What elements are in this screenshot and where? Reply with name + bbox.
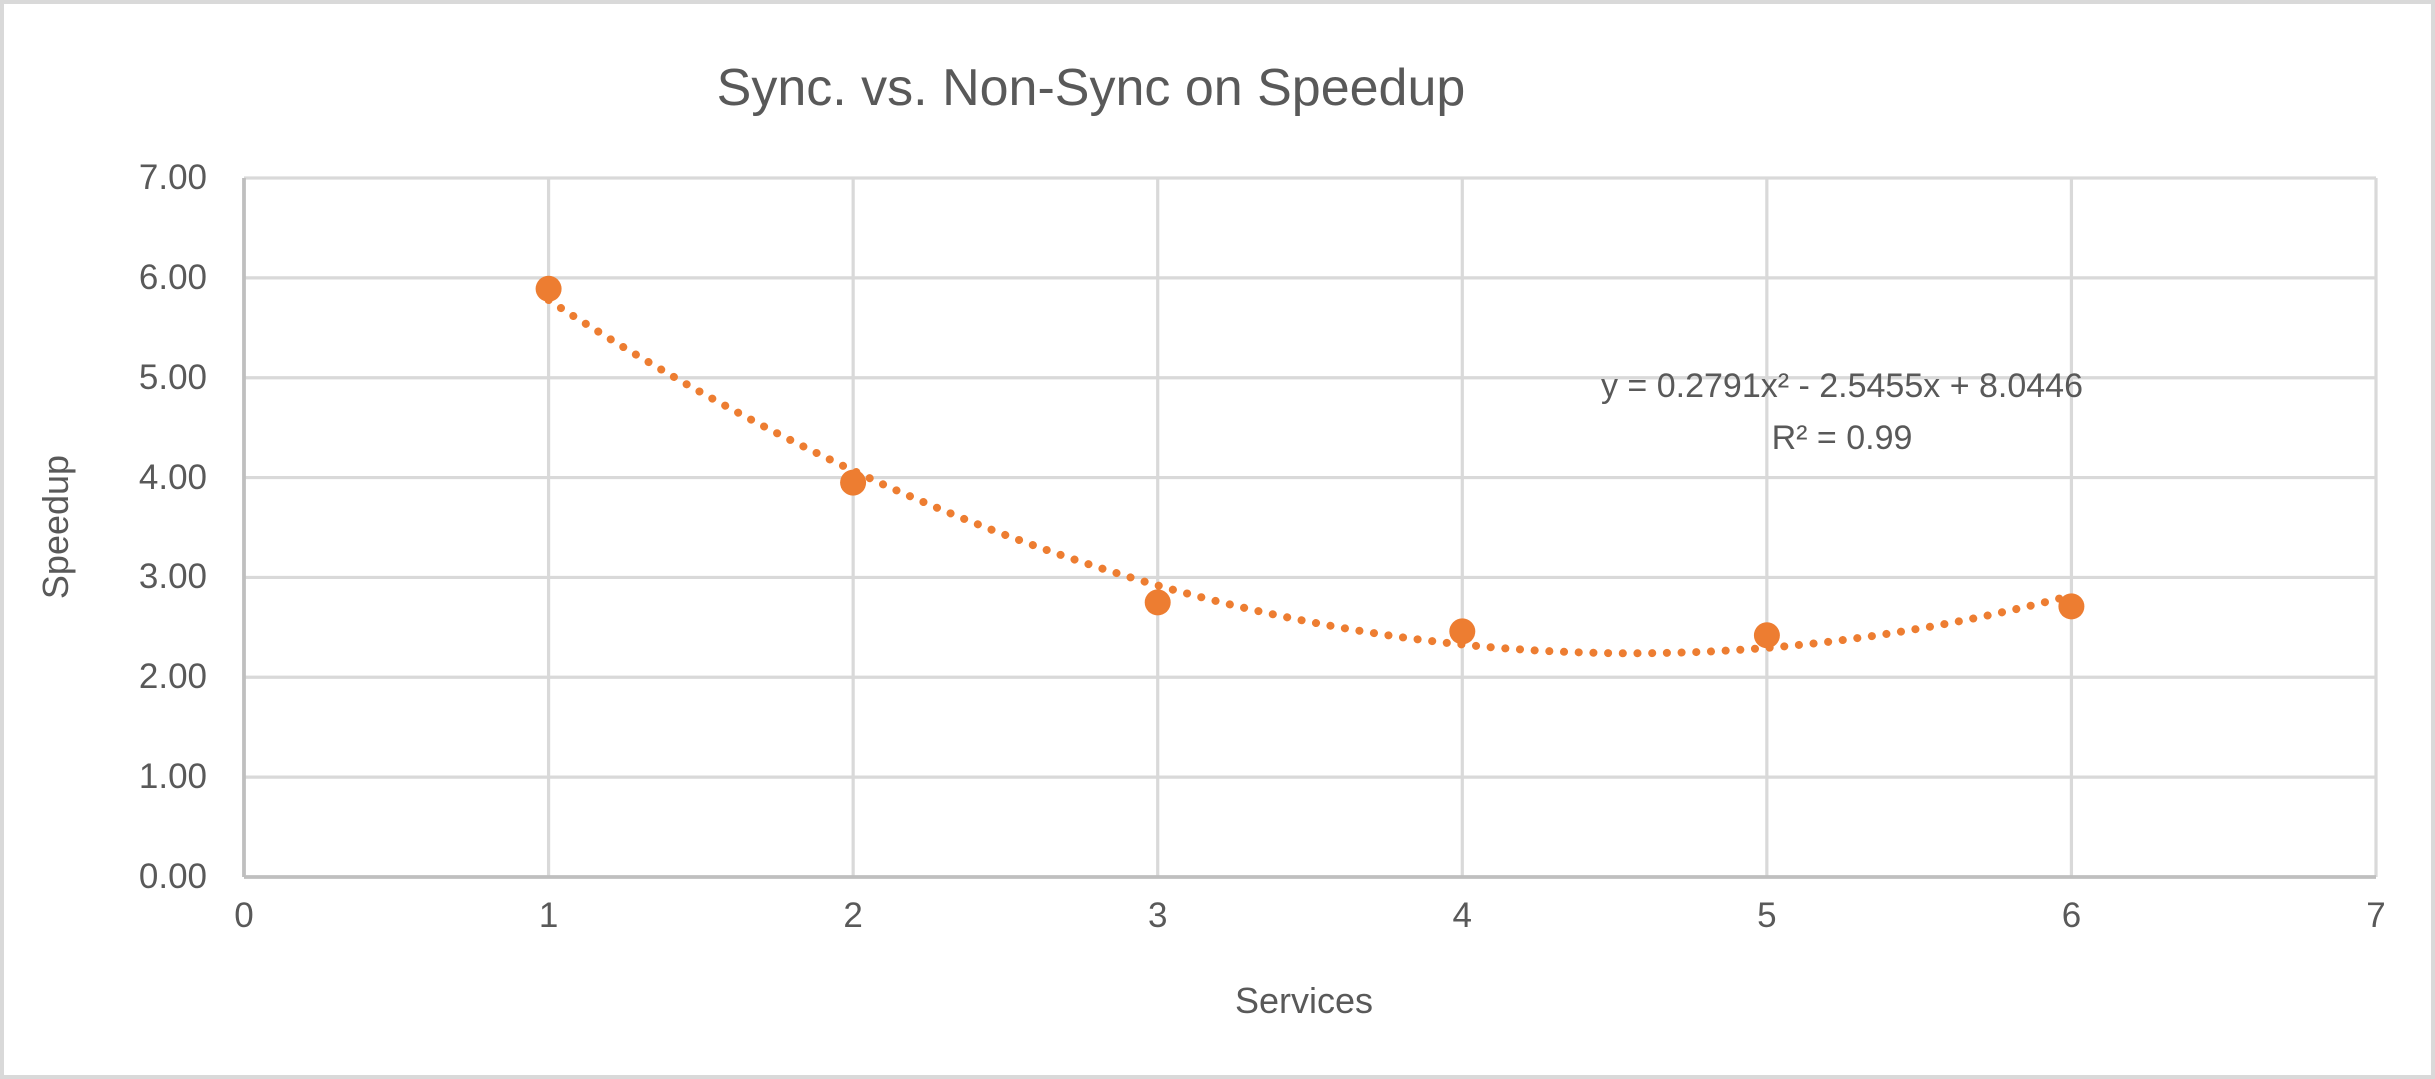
plot-area [242,176,2378,879]
data-point [840,469,867,496]
data-point [1449,618,1476,645]
y-tick-label: 6.00 [138,257,207,297]
x-tick-label: 7 [2366,896,2386,935]
trendline-label: y = 0.2791x² - 2.5455x + 8.0446 R² = 0.9… [1442,360,2242,464]
x-tick-label: 5 [1757,896,1777,935]
chart-title: Sync. vs. Non-Sync on Speedup [716,59,1466,117]
y-tick-label: 2.00 [138,657,207,697]
x-tick-label: 2 [843,896,863,935]
y-tick-label: 3.00 [138,557,207,597]
y-tick-label: 5.00 [138,357,207,397]
y-tick-label: 0.00 [138,857,207,896]
x-tick-label: 1 [538,896,559,935]
data-point [1144,589,1171,616]
x-tick-label: 0 [234,896,254,935]
y-axis-title: Speedup [35,454,76,600]
data-point [1753,622,1780,649]
y-tick-label: 7.00 [138,158,207,197]
trendline-r-squared: R² = 0.99 [1771,419,1913,457]
x-tick-label: 3 [1147,896,1168,935]
y-tick-label: 4.00 [138,457,207,497]
x-tick-label: 4 [1452,896,1473,935]
y-tick-label: 1.00 [138,757,207,797]
x-axis-title: Services [1234,980,1374,1021]
trendline-equation: y = 0.2791x² - 2.5455x + 8.0446 [1600,367,2083,405]
data-point [2058,593,2085,620]
data-point [535,275,562,302]
x-tick-label: 6 [2061,896,2082,935]
